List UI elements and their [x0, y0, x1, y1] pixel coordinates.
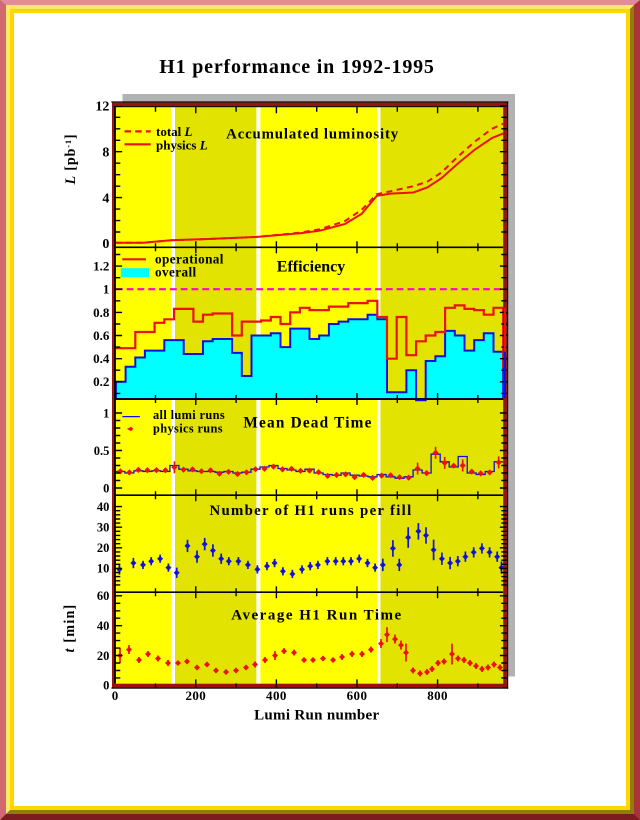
svg-text:Efficiency: Efficiency: [277, 259, 345, 276]
svg-text:L [pb-1]: L [pb-1]: [63, 134, 79, 186]
svg-text:t [min]: t [min]: [62, 603, 78, 652]
svg-text:0: 0: [103, 679, 109, 693]
svg-text:0.5: 0.5: [94, 444, 110, 458]
svg-text:20: 20: [97, 541, 110, 555]
svg-text:200: 200: [185, 688, 206, 703]
svg-text:0.6: 0.6: [93, 328, 110, 343]
svg-text:operational: operational: [155, 251, 224, 266]
svg-text:0: 0: [102, 237, 109, 252]
svg-text:12: 12: [95, 100, 109, 115]
svg-text:8: 8: [102, 145, 109, 160]
svg-text:0.4: 0.4: [93, 351, 110, 366]
svg-text:400: 400: [266, 688, 287, 703]
svg-text:0.8: 0.8: [93, 305, 110, 320]
svg-text:40: 40: [97, 619, 110, 633]
svg-text:800: 800: [427, 688, 448, 703]
svg-text:all lumi runs: all lumi runs: [153, 408, 225, 422]
svg-text:1: 1: [103, 406, 109, 420]
svg-text:20: 20: [97, 649, 110, 663]
svg-text:Number of H1 runs per fill: Number of H1 runs per fill: [209, 503, 412, 519]
svg-text:Average H1 Run Time: Average H1 Run Time: [231, 608, 402, 624]
svg-text:Accumulated luminosity: Accumulated luminosity: [226, 127, 399, 143]
svg-text:overall: overall: [155, 265, 197, 280]
svg-text:1: 1: [103, 282, 110, 297]
svg-text:10: 10: [97, 562, 110, 576]
svg-text:40: 40: [97, 500, 110, 514]
svg-text:Lumi Run number: Lumi Run number: [254, 708, 379, 724]
svg-text:total L: total L: [156, 124, 193, 139]
svg-text:60: 60: [97, 589, 110, 603]
svg-text:30: 30: [97, 521, 110, 535]
svg-text:0.2: 0.2: [93, 374, 109, 389]
svg-text:1.2: 1.2: [93, 259, 109, 274]
svg-text:Mean Dead Time: Mean Dead Time: [243, 415, 372, 432]
svg-text:physics L: physics L: [156, 138, 208, 153]
svg-text:600: 600: [347, 688, 368, 703]
svg-text:physics runs: physics runs: [153, 421, 223, 435]
svg-text:0: 0: [112, 688, 119, 703]
svg-text:0: 0: [103, 481, 109, 495]
svg-text:4: 4: [102, 191, 109, 206]
